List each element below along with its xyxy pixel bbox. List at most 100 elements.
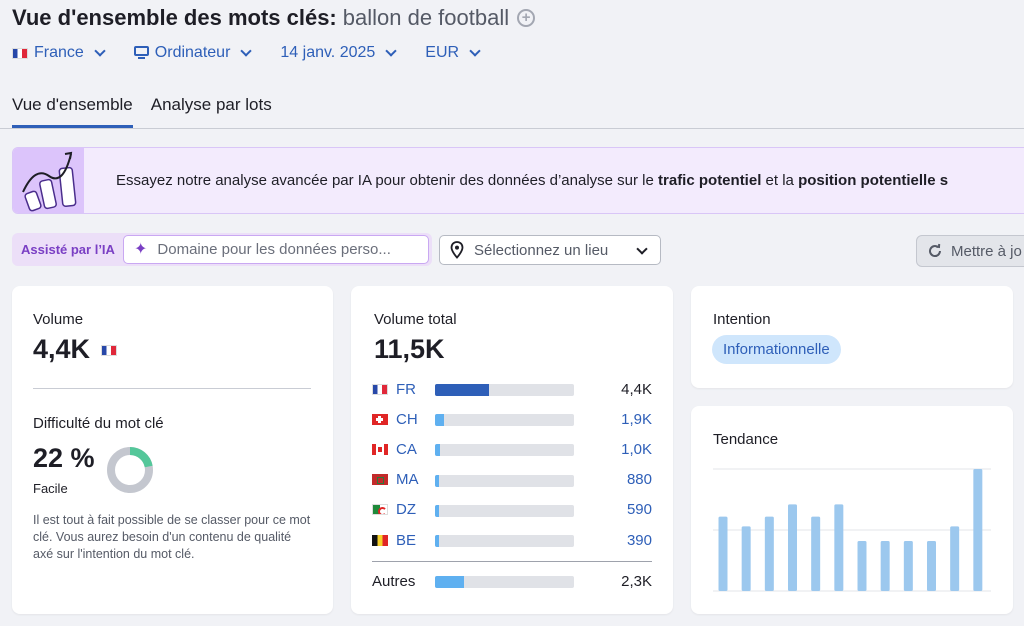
country-row-ca: CA 1,0K	[372, 440, 652, 458]
location-select[interactable]: Sélectionnez un lieu	[439, 235, 661, 265]
tab-divider	[0, 128, 1024, 129]
device-filter[interactable]: Ordinateur	[133, 44, 253, 62]
update-button-label: Mettre à jo	[951, 242, 1022, 260]
country-volume: 4,4K	[621, 380, 652, 398]
trend-bar[interactable]	[718, 516, 728, 591]
currency-filter[interactable]: EUR	[425, 44, 481, 62]
trend-bar[interactable]	[764, 516, 774, 591]
trend-bar[interactable]	[973, 469, 983, 591]
france-flag-icon	[12, 47, 28, 59]
country-bar-fill	[435, 504, 439, 517]
volume-card: Volume 4,4K Difficulté du mot clé 22 % F…	[12, 286, 333, 614]
country-volume[interactable]: 1,9K	[621, 410, 652, 428]
banner-message: Essayez notre analyse avancée par IA pou…	[116, 172, 948, 189]
country-filter[interactable]: France	[12, 44, 106, 62]
difficulty-donut	[107, 447, 153, 493]
country-volume[interactable]: 880	[626, 471, 652, 489]
trend-bar[interactable]	[834, 504, 844, 591]
banner-text-mid: et la	[761, 172, 799, 189]
tab-bulk-analysis[interactable]: Analyse par lots	[150, 95, 272, 114]
location-pin-icon	[450, 241, 464, 259]
trend-bar[interactable]	[903, 540, 913, 591]
trend-card: Tendance	[691, 406, 1013, 614]
france-flag-icon	[101, 345, 117, 356]
ca-flag-icon	[372, 443, 388, 455]
tab-overview[interactable]: Vue d'ensemble	[12, 95, 133, 128]
trend-chart	[713, 468, 991, 592]
chevron-down-icon	[636, 243, 648, 255]
filter-bar: France Ordinateur 14 janv. 2025 EUR	[12, 44, 481, 62]
country-bar	[435, 535, 574, 547]
domain-input-placeholder: Domaine pour les données perso...	[157, 241, 391, 258]
chevron-down-icon	[240, 44, 253, 57]
chevron-down-icon	[94, 44, 106, 57]
difficulty-value: 22 %	[33, 443, 95, 473]
country-row-fr: FR 4,4K	[372, 380, 652, 398]
country-code: FR	[396, 380, 416, 398]
intent-card: Intention Informationnelle	[691, 286, 1013, 388]
country-volume[interactable]: 390	[626, 531, 652, 549]
chevron-down-icon	[385, 44, 397, 57]
location-placeholder: Sélectionnez un lieu	[474, 241, 609, 259]
country-volume[interactable]: 1,0K	[621, 440, 652, 458]
date-filter[interactable]: 14 janv. 2025	[280, 44, 397, 62]
country-code[interactable]: BE	[396, 531, 417, 549]
others-row: Autres 2,3K	[372, 572, 652, 590]
device-filter-label: Ordinateur	[154, 44, 231, 61]
domain-input[interactable]: ✦ Domaine pour les données perso...	[123, 235, 429, 264]
refresh-icon	[929, 243, 942, 257]
trend-bar[interactable]	[927, 540, 936, 591]
country-code[interactable]: MA	[396, 471, 419, 489]
country-code[interactable]: CH	[396, 410, 418, 428]
fr-flag-icon	[372, 383, 388, 395]
trend-label: Tendance	[713, 431, 779, 448]
total-volume-value: 11,5K	[374, 334, 445, 364]
country-row-ch: CH 1,9K	[372, 410, 652, 428]
tab-bar: Vue d'ensemble Analyse par lots	[12, 95, 272, 128]
country-row-be: BE 390	[372, 531, 652, 549]
update-button[interactable]: Mettre à jo	[916, 235, 1024, 267]
total-volume-label: Volume total	[374, 311, 457, 328]
totals-divider	[372, 561, 652, 562]
volume-value: 4,4K	[33, 334, 91, 364]
ma-flag-icon	[372, 474, 388, 486]
others-value: 2,3K	[621, 572, 652, 590]
trend-bar[interactable]	[788, 504, 797, 591]
trend-bar[interactable]	[811, 516, 821, 591]
country-bar	[435, 414, 574, 427]
dz-flag-icon	[372, 504, 388, 516]
country-code[interactable]: CA	[396, 440, 417, 458]
others-bar-fill	[435, 576, 464, 588]
country-bar-fill	[435, 414, 444, 427]
page-title: Vue d'ensemble des mots clés: ballon de f…	[12, 5, 536, 31]
country-bar-fill	[435, 535, 439, 547]
country-bar	[435, 474, 574, 487]
country-bar	[435, 504, 574, 517]
trend-bar[interactable]	[741, 526, 751, 591]
trend-bar[interactable]	[950, 526, 960, 591]
ai-assisted-label: Assisté par l’IA	[21, 242, 115, 257]
ch-flag-icon	[372, 413, 388, 425]
ai-assisted-group: Assisté par l’IA ✦ Domaine pour les donn…	[12, 233, 432, 266]
country-filter-label: France	[34, 44, 84, 61]
banner-bold-traffic: trafic potentiel	[658, 172, 762, 189]
country-row-ma: MA 880	[372, 471, 652, 489]
country-volume[interactable]: 590	[626, 501, 652, 519]
country-bar	[435, 444, 574, 457]
country-bar-fill	[435, 444, 440, 457]
trend-bar[interactable]	[857, 540, 867, 591]
banner-bold-position: position potentielle s	[798, 172, 949, 189]
trend-bar[interactable]	[880, 540, 890, 591]
sparkle-icon: ✦	[134, 240, 148, 258]
ai-promo-banner: Essayez notre analyse avancée par IA pou…	[12, 147, 1024, 214]
volume-label: Volume	[33, 311, 84, 328]
monitor-icon	[133, 46, 149, 60]
country-bar	[435, 384, 574, 396]
total-volume-card: Volume total 11,5K FR 4,4K CH 1,9K CA 1,0K MA 8…	[351, 286, 673, 614]
keyword-text: ballon de football	[342, 5, 510, 30]
difficulty-description: Il est tout à fait possible de se classe…	[33, 513, 311, 561]
others-label: Autres	[372, 572, 416, 590]
country-code[interactable]: DZ	[396, 501, 416, 519]
add-keyword-icon[interactable]: +	[517, 9, 536, 27]
country-bar-fill	[435, 384, 489, 396]
